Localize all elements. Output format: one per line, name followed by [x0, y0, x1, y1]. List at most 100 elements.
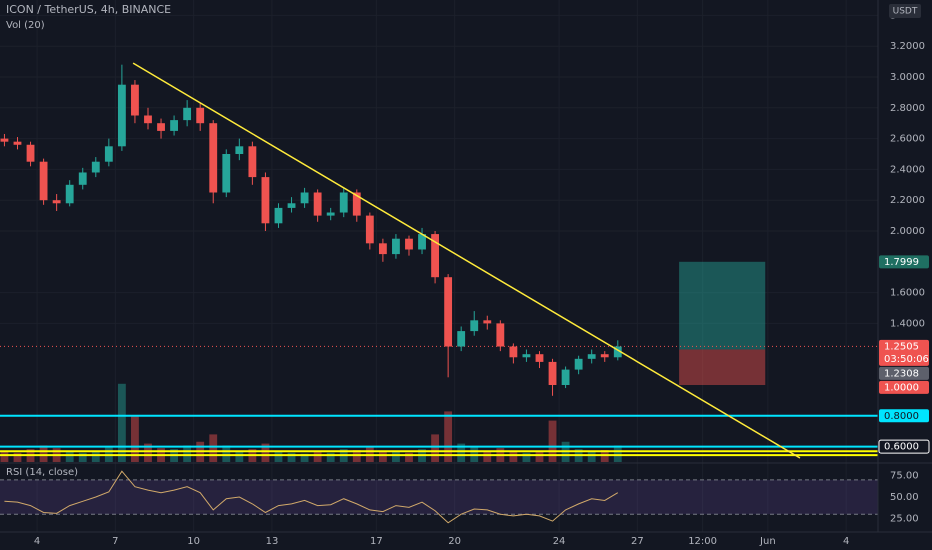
candle-body	[13, 141, 22, 145]
rsi-line	[4, 470, 619, 524]
candle-body	[144, 115, 152, 124]
volume-bar	[457, 443, 466, 462]
x-tick-label: 7	[112, 536, 118, 547]
candle-body	[548, 361, 557, 385]
volume-bar	[444, 411, 453, 462]
y-tick-label: 3.0000	[890, 72, 925, 83]
x-tick-label: 4	[34, 536, 40, 547]
price-label: 0.8000	[884, 411, 919, 422]
volume-bar	[378, 450, 387, 462]
candle-body	[52, 200, 61, 204]
rsi-label: RSI (14, close)	[6, 467, 78, 478]
x-tick-label: 27	[631, 536, 644, 547]
volume-bar	[131, 416, 139, 462]
candle-body	[39, 161, 48, 201]
candle-body	[587, 354, 596, 359]
candle-body	[117, 84, 126, 147]
rsi-tick-label: 50.00	[890, 492, 919, 503]
rsi-tick-label: 25.00	[890, 514, 919, 525]
x-tick-label: 13	[266, 536, 279, 547]
candle-body	[170, 120, 179, 131]
rsi-band	[0, 479, 878, 515]
volume-bar	[209, 434, 218, 462]
candle-body	[196, 107, 205, 124]
volume-bar	[548, 420, 557, 462]
candle-body	[352, 192, 361, 216]
volume-bar	[587, 450, 596, 462]
y-tick-label: 3.2000	[890, 41, 925, 52]
candle-body	[0, 138, 9, 142]
rsi-tick-label: 75.00	[890, 471, 919, 482]
volume-bar	[0, 450, 9, 462]
candle-body	[300, 192, 309, 204]
price-label: 1.2505	[884, 341, 919, 352]
candle-body	[574, 358, 583, 370]
volume-bar	[287, 452, 296, 462]
candle-body	[418, 234, 426, 250]
y-tick-label: 1.6000	[890, 288, 925, 299]
x-tick-label: 10	[187, 536, 200, 547]
candle-body	[26, 144, 35, 162]
candle-body	[261, 177, 270, 224]
y-tick-label: 2.0000	[890, 226, 925, 237]
volume-bar	[405, 452, 413, 462]
candle-body	[444, 277, 453, 347]
candle-body	[600, 354, 609, 358]
candle-body	[496, 323, 505, 347]
candle-body	[509, 346, 518, 358]
candle-body	[104, 146, 113, 162]
trendline	[132, 62, 801, 459]
volume-bar	[392, 451, 400, 462]
candle-body	[392, 238, 400, 255]
candle-body	[483, 320, 492, 324]
volume-label: Vol (20)	[6, 20, 45, 31]
candle-body	[326, 212, 335, 216]
candle-body	[235, 146, 244, 154]
candle-body	[65, 184, 74, 204]
volume-bar	[78, 452, 87, 462]
volume-bar	[483, 450, 492, 462]
volume-bar	[117, 383, 126, 462]
y-tick-label: 1.4000	[890, 318, 925, 329]
volume-bar	[261, 443, 270, 462]
volume-bar	[613, 445, 622, 462]
price-label-box	[878, 439, 930, 454]
price-label: 0.6000	[884, 442, 919, 453]
currency: USDT	[893, 7, 918, 17]
price-label: 1.7999	[884, 257, 919, 268]
candle-body	[248, 146, 257, 178]
candle-body	[274, 207, 283, 224]
candle-body	[365, 215, 374, 244]
volume-bar	[222, 445, 231, 462]
volume-bar	[535, 451, 544, 462]
price-label-box	[879, 380, 929, 394]
volume-bar	[522, 452, 531, 462]
candle-body	[613, 346, 622, 358]
candle-body	[405, 238, 413, 250]
volume-bar	[300, 453, 309, 462]
x-tick-label: 17	[370, 536, 383, 547]
candle-body	[91, 161, 100, 173]
volume-bar	[65, 450, 74, 462]
x-tick-label: Jun	[759, 536, 776, 547]
volume-bar	[144, 443, 152, 462]
volume-bar	[183, 445, 192, 462]
x-tick-label: 24	[553, 536, 566, 547]
position-stop	[679, 349, 766, 385]
candle-body	[78, 172, 87, 185]
candle-body	[183, 107, 192, 121]
volume-bar	[274, 450, 283, 462]
volume-bar	[91, 451, 100, 462]
candle-body	[431, 234, 439, 278]
price-label-box	[879, 366, 929, 380]
candle-body	[313, 192, 322, 216]
candle-body	[339, 192, 348, 213]
x-tick-label: 12:00	[688, 536, 717, 547]
price-label-box	[879, 255, 929, 269]
candle-body	[131, 84, 139, 116]
candle-body	[287, 203, 296, 208]
candle-body	[561, 369, 570, 385]
candle-body	[157, 123, 165, 131]
volume-bar	[39, 445, 48, 462]
